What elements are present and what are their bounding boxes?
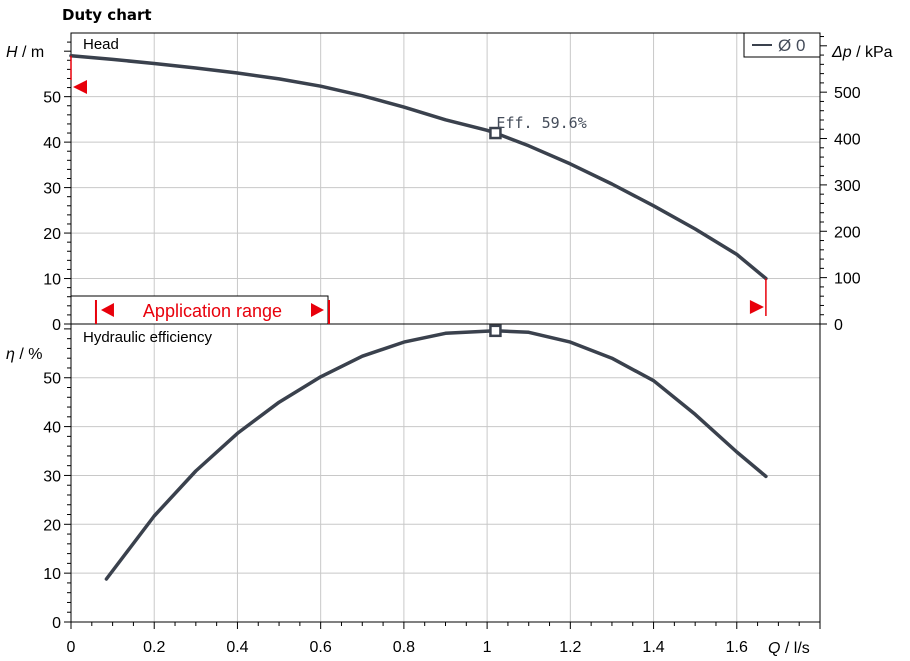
y-axis-label-head-unit: / m (18, 44, 45, 61)
x-axis-label-unit: / l/s (780, 640, 809, 657)
tick-label-x: 0.8 (393, 639, 415, 656)
y2-axis-label-head: Δp / kPa (831, 44, 893, 61)
application-range-label: Application range (143, 301, 282, 321)
tick-label-y-eff: 50 (43, 371, 61, 388)
tick-label-y-eff: 20 (43, 517, 61, 534)
legend-label: Ø 0 (778, 36, 805, 55)
tick-label-y2-head: 0 (834, 317, 843, 334)
panel-label-head: Head (83, 36, 119, 53)
tick-label-y-eff: 0 (52, 615, 61, 632)
tick-label-x: 1.4 (642, 639, 664, 656)
tick-label-y-head: 0 (52, 317, 61, 334)
tick-label-y-head: 30 (43, 181, 61, 198)
y-axis-label-head: H / m (6, 44, 44, 61)
tick-label-y-head: 40 (43, 135, 61, 152)
tick-label-x: 1 (483, 639, 492, 656)
tick-label-y2-head: 400 (834, 132, 861, 149)
tick-label-y-head: 20 (43, 226, 61, 243)
x-axis-label: Q / l/s (768, 640, 810, 657)
duty-point-efficiency-marker (489, 324, 502, 338)
tick-label-y2-head: 300 (834, 178, 861, 195)
tick-label-y-head: 50 (43, 90, 61, 107)
tick-label-x: 0.2 (143, 639, 165, 656)
tick-label-x: 0.4 (226, 639, 248, 656)
tick-label-y2-head: 500 (834, 85, 861, 102)
chart-title: Duty chart (62, 6, 152, 24)
tick-label-y-head: 10 (43, 272, 61, 289)
y-axis-label-eff-symbol: η (6, 346, 15, 363)
application-range-right-arrow (310, 303, 324, 317)
y2-axis-label-head-unit: / kPa (852, 44, 893, 61)
tick-label-y2-head: 100 (834, 271, 861, 288)
grid-layer (71, 33, 820, 622)
tick-label-x: 0 (67, 639, 76, 656)
tick-label-x: 1.2 (559, 639, 581, 656)
y-axis-label-head-symbol: H (6, 44, 18, 61)
max-flow-arrow (749, 300, 764, 314)
application-range-left-arrow (100, 303, 114, 317)
tick-label-y2-head: 200 (834, 224, 861, 241)
tick-label-y-eff: 10 (43, 566, 61, 583)
efficiency-annotation: Eff. 59.6% (496, 114, 586, 132)
curve-layer (69, 53, 768, 581)
y-axis-label-eff: η / % (6, 346, 42, 363)
tick-label-x: 0.6 (310, 639, 332, 656)
tick-label-y-eff: 40 (43, 420, 61, 437)
duty-point-head-marker (489, 126, 502, 140)
tick-label-y-eff: 30 (43, 468, 61, 485)
panel-label-efficiency: Hydraulic efficiency (83, 329, 212, 346)
head-curve (69, 53, 768, 281)
max-head-arrow (73, 80, 87, 94)
y2-axis-label-head-symbol: Δp (831, 44, 852, 61)
y-axis-label-eff-unit: / % (15, 346, 43, 363)
tick-label-x: 1.6 (726, 639, 748, 656)
efficiency-curve (104, 329, 768, 581)
x-axis-label-symbol: Q (768, 640, 780, 657)
